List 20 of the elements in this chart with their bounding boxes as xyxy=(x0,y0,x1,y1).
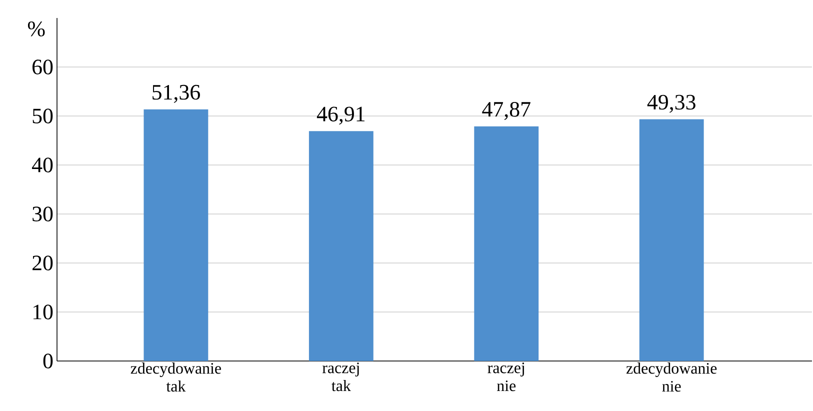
y-tick-label: 20 xyxy=(32,256,53,270)
data-label: 51,36 xyxy=(152,84,200,103)
bar xyxy=(308,131,374,361)
bar xyxy=(474,126,539,361)
y-tick-label: 60 xyxy=(32,60,53,74)
x-tick-label: raczej tak xyxy=(322,362,359,392)
bar xyxy=(639,119,704,361)
data-label: 49,33 xyxy=(647,94,696,113)
y-tick-label: 50 xyxy=(32,108,53,124)
bar xyxy=(144,109,208,361)
y-tick-label: 30 xyxy=(32,206,53,222)
x-tick-label: raczej nie xyxy=(488,362,524,392)
y-tick-label: 0 xyxy=(43,354,53,368)
data-label: 47,87 xyxy=(482,102,530,120)
data-label: 46,91 xyxy=(316,106,365,125)
y-tick-label: 10 xyxy=(33,304,53,320)
x-tick-label: zdecydowanie nie xyxy=(626,362,717,392)
x-tick-label: zdecydowanie tak xyxy=(130,362,221,392)
y-tick-label: 40 xyxy=(32,158,53,172)
y-axis-title: % xyxy=(28,22,45,36)
